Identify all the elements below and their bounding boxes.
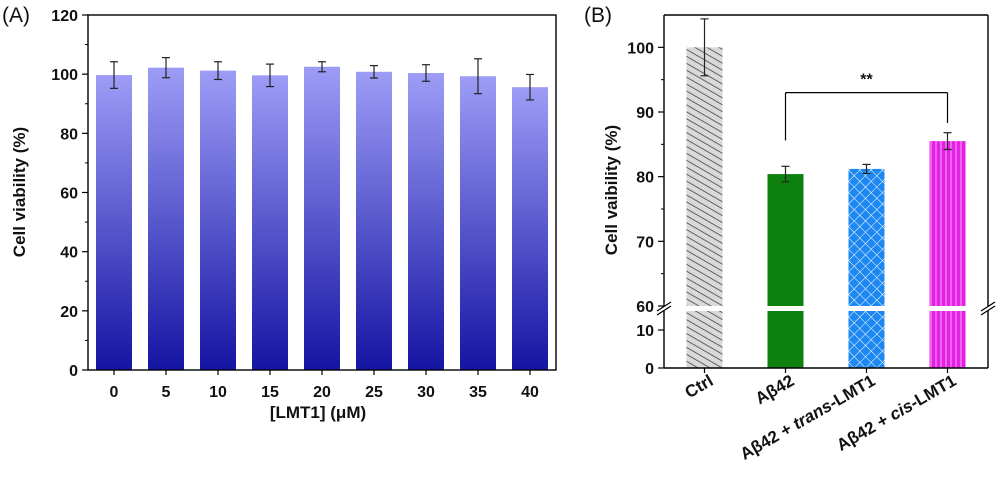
- x-tick-label: 20: [313, 384, 331, 401]
- y-tick-label: 60: [60, 186, 78, 203]
- y-tick-label: 10: [636, 323, 654, 340]
- y-tick-label: 80: [636, 170, 654, 187]
- bar: [200, 70, 236, 370]
- x-tick-label: 5: [162, 384, 171, 401]
- panel-a-bars: [96, 56, 548, 371]
- x-tick-label: 0: [110, 384, 119, 401]
- y-tick-label: 100: [627, 40, 654, 57]
- y-tick-label: 40: [60, 245, 78, 262]
- x-tick-label: 30: [417, 384, 435, 401]
- bar: [460, 76, 496, 371]
- axis-break-mark: [980, 305, 996, 316]
- y-tick-label: 80: [60, 126, 78, 143]
- bar: [929, 141, 966, 368]
- panel-a-y-axis-title: Cell viability (%): [10, 127, 29, 257]
- axis-break-band: [664, 306, 988, 311]
- category-label-part: Aβ42 +: [737, 417, 799, 464]
- bar: [408, 72, 444, 370]
- x-tick-label: 35: [469, 384, 487, 401]
- bar: [356, 71, 392, 371]
- panel-b: (B) 60 70 80 90 100 0 10 ** Cell vaibility (%)…: [584, 4, 996, 464]
- panel-a-label: (A): [2, 4, 30, 27]
- bar: [304, 66, 340, 370]
- axis-break-mark: [980, 301, 996, 312]
- y-tick-label: 60: [636, 299, 654, 316]
- y-tick-label: 100: [51, 67, 78, 84]
- panel-a: (A) 0 5 10 15 20 25 30 35 40 0 20 40 60 80 100 120 Cell…: [2, 4, 557, 422]
- category-label: Aβ42 + trans-LMT1: [737, 371, 879, 464]
- category-label-part: Ctrl: [682, 371, 717, 402]
- significance-bracket: **: [784, 72, 949, 141]
- bar: [252, 75, 288, 370]
- x-tick-label: 40: [521, 384, 539, 401]
- x-tick-label: 25: [365, 384, 383, 401]
- y-tick-label: 0: [69, 363, 78, 380]
- category-label-part: -LMT1: [907, 371, 960, 412]
- category-label: Ctrl: [682, 371, 717, 402]
- bar: [96, 75, 132, 370]
- category-label: Aβ42: [752, 371, 797, 408]
- bar: [148, 67, 184, 371]
- bar: [848, 168, 885, 368]
- panel-b-bars: [664, 18, 988, 368]
- y-tick-label: 0: [645, 361, 654, 378]
- y-tick-label: 20: [60, 304, 78, 321]
- bar: [512, 87, 548, 370]
- panel-a-x-axis-title: [LMT1] (μM): [270, 403, 366, 422]
- category-label-part: Aβ42: [752, 371, 797, 408]
- panel-a-axes: 0 5 10 15 20 25 30 35 40 0 20 40 60 80 100 120: [51, 8, 557, 401]
- y-tick-label: 120: [51, 8, 78, 25]
- y-tick-label: 70: [636, 234, 654, 251]
- bar: [686, 47, 723, 368]
- category-label-part: Aβ42 +: [833, 408, 895, 455]
- x-tick-label: 15: [261, 384, 279, 401]
- significance-label: **: [860, 72, 873, 89]
- x-tick-label: 10: [209, 384, 227, 401]
- category-label-part: -LMT1: [826, 371, 879, 412]
- panel-b-axes: 60 70 80 90 100 0 10: [627, 14, 996, 378]
- y-tick-label: 90: [636, 105, 654, 122]
- bar: [767, 174, 804, 368]
- axis-break-mark: [656, 305, 672, 316]
- panel-b-y-axis-title: Cell vaibility (%): [602, 125, 621, 255]
- panel-b-label: (B): [584, 4, 612, 27]
